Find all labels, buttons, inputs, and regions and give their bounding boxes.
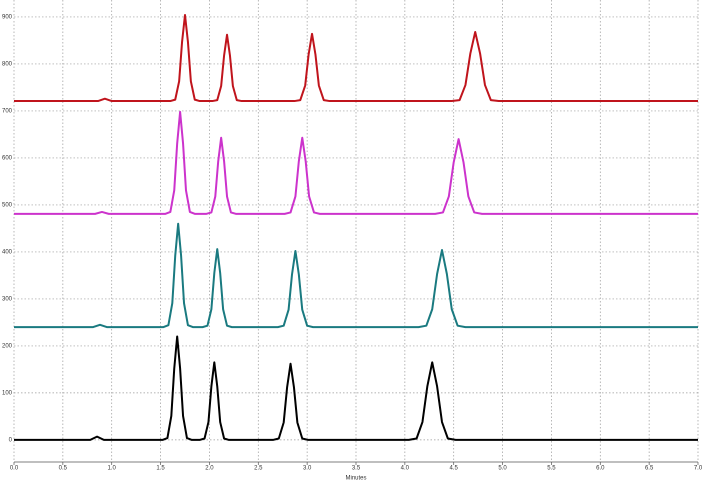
x-tick-label: 6.0 (596, 466, 605, 472)
y-tick-label: 700 (2, 108, 13, 114)
x-tick-label: 5.0 (498, 466, 507, 472)
x-tick-label: 3.5 (352, 466, 361, 472)
x-tick-label: 1.0 (108, 466, 117, 472)
x-tick-label: 0.0 (10, 466, 19, 472)
x-tick-label: 0.5 (59, 466, 68, 472)
y-tick-label: 100 (2, 390, 13, 396)
y-tick-label: 0 (9, 437, 13, 443)
x-tick-label: 4.0 (401, 466, 410, 472)
x-tick-label: 7.0 (694, 466, 703, 472)
x-tick-label: 4.5 (450, 466, 459, 472)
y-tick-label: 500 (2, 202, 13, 208)
y-tick-label: 600 (2, 155, 13, 161)
y-tick-label: 400 (2, 249, 13, 255)
x-axis-label: Minutes (345, 476, 366, 482)
x-tick-label: 6.5 (645, 466, 654, 472)
x-tick-label: 2.0 (205, 466, 214, 472)
y-tick-label: 800 (2, 61, 13, 67)
trace-line (14, 14, 698, 103)
x-tick-label: 1.5 (156, 466, 165, 472)
trace-line (14, 222, 698, 329)
y-tick-label: 200 (2, 343, 13, 349)
trace-line (14, 110, 698, 215)
y-tick-label: 300 (2, 296, 13, 302)
x-tick-label: 3.0 (303, 466, 312, 472)
x-tick-label: 2.5 (254, 466, 263, 472)
trace-line (14, 335, 698, 441)
y-tick-label: 900 (2, 14, 13, 20)
x-tick-label: 5.5 (547, 466, 556, 472)
